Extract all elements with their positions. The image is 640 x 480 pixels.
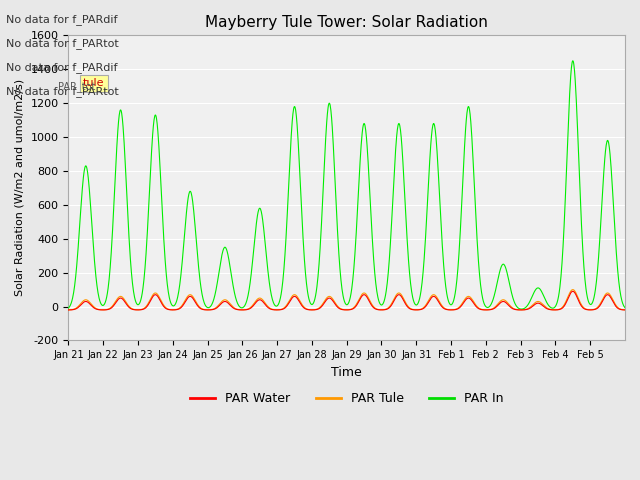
Text: PAR_tot: PAR_tot xyxy=(58,81,95,92)
Text: tule: tule xyxy=(83,78,105,88)
Text: No data for f_PARdif: No data for f_PARdif xyxy=(6,62,118,73)
Legend: PAR Water, PAR Tule, PAR In: PAR Water, PAR Tule, PAR In xyxy=(186,387,508,410)
Title: Mayberry Tule Tower: Solar Radiation: Mayberry Tule Tower: Solar Radiation xyxy=(205,15,488,30)
X-axis label: Time: Time xyxy=(332,366,362,379)
Text: No data for f_PARtot: No data for f_PARtot xyxy=(6,38,119,49)
Y-axis label: Solar Radiation (W/m2 and umol/m2/s): Solar Radiation (W/m2 and umol/m2/s) xyxy=(15,79,25,297)
Text: No data for f_PARdif: No data for f_PARdif xyxy=(6,14,118,25)
Text: No data for f_PARtot: No data for f_PARtot xyxy=(6,86,119,97)
